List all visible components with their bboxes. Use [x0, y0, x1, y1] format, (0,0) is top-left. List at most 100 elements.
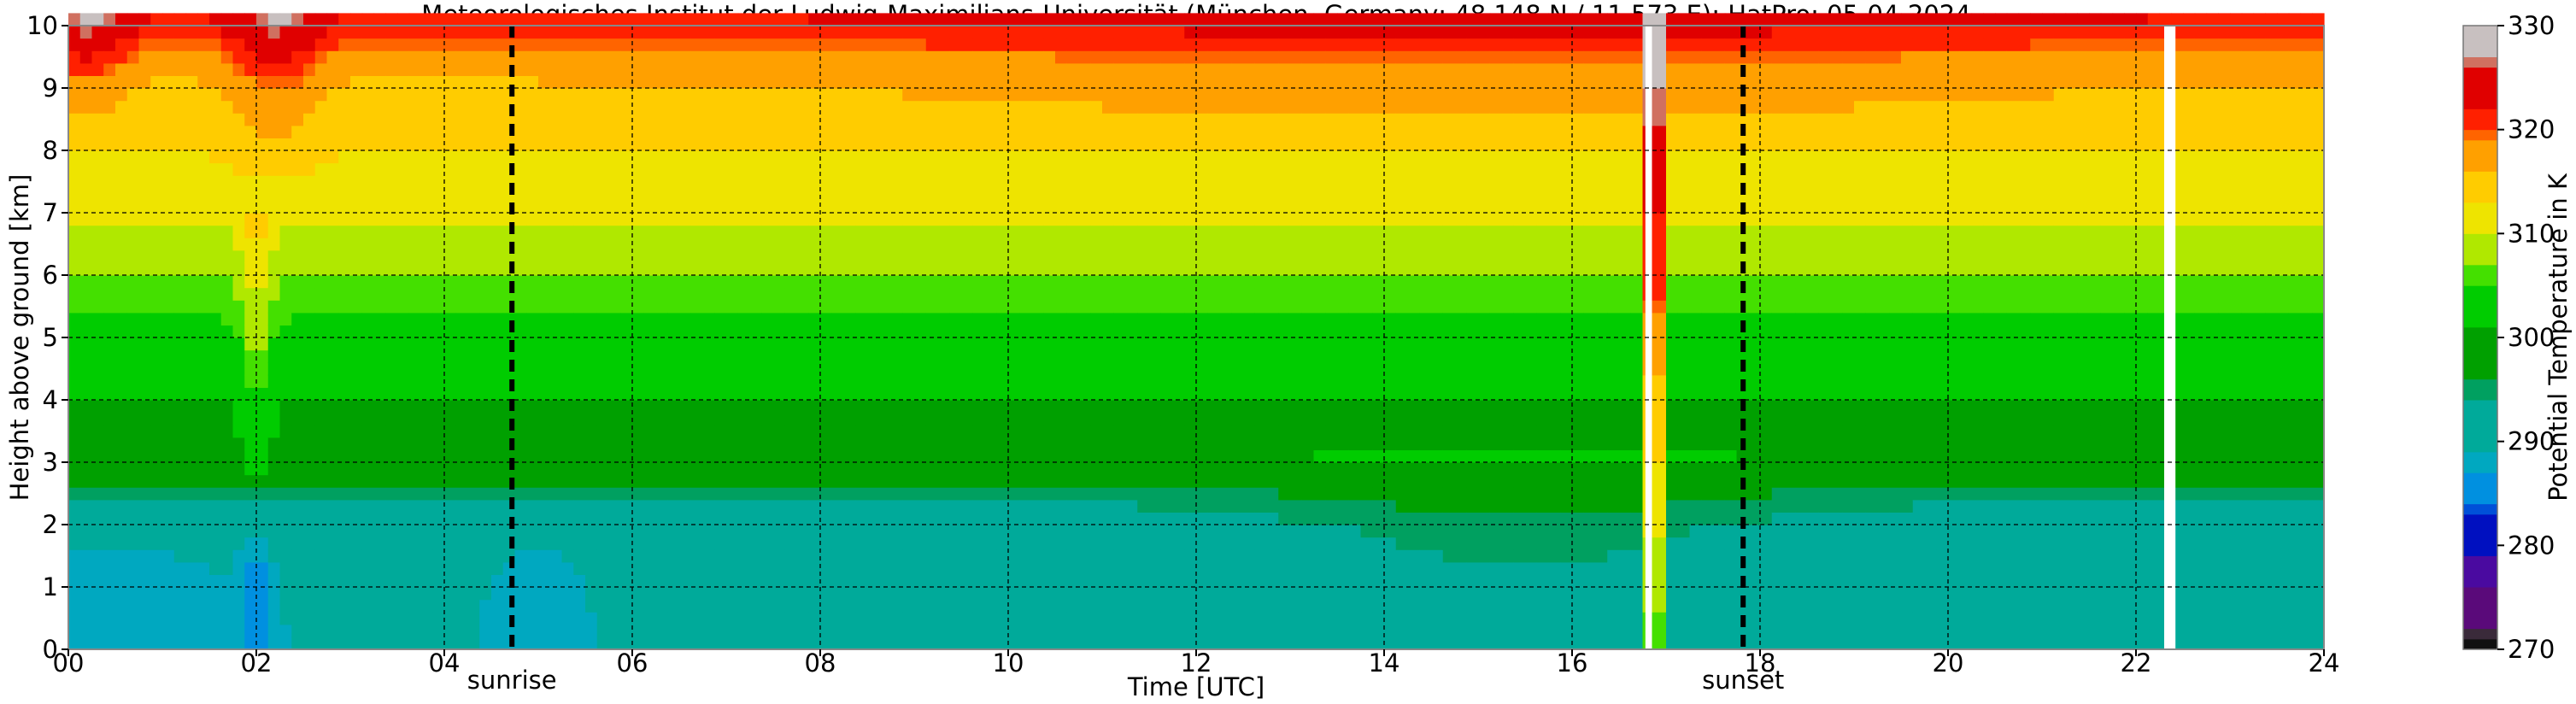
heatmap-cell — [197, 50, 210, 64]
heatmap-cell — [761, 312, 774, 326]
heatmap-cell — [878, 287, 892, 301]
heatmap-cell — [855, 238, 868, 251]
heatmap-cell — [1066, 113, 1080, 126]
heatmap-cell — [726, 175, 739, 189]
heatmap-cell — [91, 362, 104, 376]
heatmap-cell — [596, 599, 610, 613]
heatmap-cell — [126, 325, 140, 338]
heatmap-cell — [1043, 587, 1056, 601]
heatmap-cell — [714, 138, 727, 151]
heatmap-cell — [1184, 499, 1197, 513]
heatmap-cell — [126, 474, 140, 488]
heatmap-cell — [455, 75, 469, 89]
heatmap-cell — [350, 437, 363, 450]
heatmap-cell — [432, 599, 445, 613]
heatmap-cell — [1090, 325, 1103, 338]
heatmap-cell — [632, 125, 645, 138]
heatmap-cell — [679, 287, 692, 301]
heatmap-cell — [1137, 425, 1150, 438]
heatmap-cell — [1184, 561, 1197, 575]
heatmap-cell — [820, 549, 833, 563]
heatmap-cell — [220, 125, 234, 138]
heatmap-cell — [373, 13, 386, 26]
heatmap-cell — [385, 587, 398, 601]
heatmap-cell — [1090, 213, 1103, 226]
heatmap-cell — [679, 312, 692, 326]
heatmap-cell — [68, 213, 81, 226]
heatmap-cell — [197, 162, 210, 176]
heatmap-cell — [914, 113, 927, 126]
heatmap-cell — [491, 374, 504, 388]
heatmap-cell — [596, 337, 610, 351]
heatmap-cell — [303, 275, 316, 289]
heatmap-cell — [1184, 100, 1197, 114]
heatmap-cell — [749, 587, 762, 601]
heatmap-cell — [455, 512, 469, 525]
heatmap-cell — [444, 400, 457, 414]
heatmap-cell — [1184, 13, 1197, 26]
heatmap-cell — [773, 387, 786, 401]
heatmap-cell — [514, 374, 527, 388]
heatmap-cell — [1160, 325, 1174, 338]
heatmap-cell — [679, 624, 692, 637]
heatmap-cell — [549, 325, 563, 338]
heatmap-cell — [878, 249, 892, 263]
heatmap-cell — [561, 62, 574, 76]
heatmap-cell — [408, 62, 422, 76]
heatmap-cell — [1137, 138, 1150, 151]
heatmap-cell — [690, 525, 704, 538]
heatmap-cell — [244, 187, 257, 201]
heatmap-cell — [620, 487, 633, 501]
heatmap-cell — [1113, 437, 1127, 450]
heatmap-cell — [808, 249, 821, 263]
heatmap-cell — [737, 225, 751, 238]
heatmap-cell — [878, 187, 892, 201]
heatmap-cell — [1066, 574, 1080, 588]
heatmap-cell — [643, 138, 657, 151]
heatmap-cell — [361, 512, 375, 525]
heatmap-cell — [126, 499, 140, 513]
heatmap-cell — [820, 525, 833, 538]
heatmap-cell — [91, 537, 104, 550]
heatmap-cell — [561, 262, 574, 276]
heatmap-cell — [150, 138, 163, 151]
heatmap-cell — [1090, 549, 1103, 563]
heatmap-cell — [397, 150, 410, 164]
heatmap-cell — [432, 62, 445, 76]
heatmap-cell — [596, 100, 610, 114]
heatmap-cell — [479, 187, 492, 201]
heatmap-cell — [314, 275, 328, 289]
heatmap-cell — [784, 138, 798, 151]
heatmap-cell — [1125, 88, 1138, 102]
heatmap-cell — [91, 512, 104, 525]
heatmap-cell — [702, 88, 715, 102]
heatmap-cell — [444, 325, 457, 338]
heatmap-cell — [338, 38, 351, 51]
heatmap-cell — [984, 13, 997, 26]
heatmap-cell — [326, 349, 339, 363]
heatmap-cell — [138, 487, 151, 501]
heatmap-cell — [314, 362, 328, 376]
heatmap-cell — [491, 425, 504, 438]
heatmap-cell — [291, 162, 304, 176]
heatmap-cell — [679, 88, 692, 102]
heatmap-cell — [1090, 387, 1103, 401]
heatmap-cell — [961, 474, 974, 488]
heatmap-cell — [1031, 100, 1044, 114]
heatmap-cell — [220, 312, 234, 326]
heatmap-cell — [444, 100, 457, 114]
heatmap-cell — [279, 374, 292, 388]
heatmap-cell — [702, 262, 715, 276]
heatmap-cell — [608, 462, 621, 476]
heatmap-cell — [961, 150, 974, 164]
heatmap-cell — [432, 187, 445, 201]
heatmap-cell — [632, 13, 645, 26]
heatmap-cell — [961, 612, 974, 625]
heatmap-cell — [1066, 349, 1080, 363]
heatmap-cell — [855, 612, 868, 625]
heatmap-cell — [303, 88, 316, 102]
heatmap-cell — [397, 549, 410, 563]
heatmap-cell — [303, 238, 316, 251]
heatmap-cell — [726, 287, 739, 301]
heatmap-cell — [420, 561, 433, 575]
